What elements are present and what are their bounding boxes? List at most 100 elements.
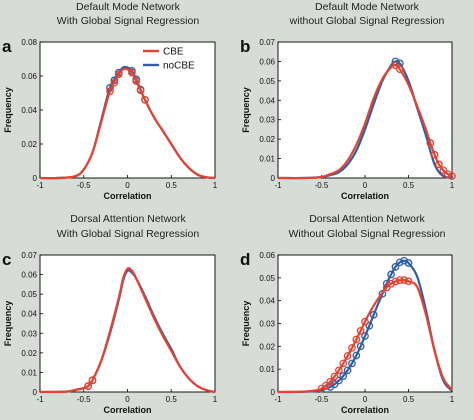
- data-point-marker: [88, 376, 97, 385]
- x-axis-label: Correlation: [103, 191, 151, 201]
- y-tick-label: 0.07: [21, 251, 37, 260]
- y-tick-label: 0.05: [259, 274, 275, 283]
- data-point-marker: [400, 276, 408, 284]
- data-point-marker: [404, 277, 413, 286]
- x-tick-label: -0.5: [77, 181, 91, 190]
- x-tick-label: 1: [213, 395, 218, 404]
- panel-d: Dorsal Attention Network Without Global S…: [240, 213, 455, 415]
- data-point-marker: [365, 321, 374, 330]
- x-tick-label: 0.5: [403, 395, 415, 404]
- data-point-marker: [343, 366, 352, 375]
- data-point-marker: [387, 279, 395, 288]
- data-point-marker: [114, 70, 123, 79]
- y-tick-label: 0.03: [259, 116, 275, 125]
- data-point-marker: [343, 352, 352, 360]
- data-point-marker: [128, 68, 136, 77]
- y-tick-label: 0.01: [21, 368, 37, 377]
- panel-title-line: Default Mode Network: [76, 1, 181, 13]
- panel-title-line: Dorsal Attention Network: [309, 213, 425, 225]
- data-point-marker: [404, 259, 413, 267]
- x-tick-label: -0.5: [77, 395, 91, 404]
- legend-label: CBE: [163, 47, 184, 58]
- panel-letter: a: [2, 37, 12, 56]
- data-point-marker: [352, 351, 361, 360]
- series-line: [277, 278, 453, 394]
- data-point-marker: [400, 256, 408, 265]
- y-tick-label: 0: [33, 388, 38, 397]
- y-tick-label: 0.06: [21, 72, 37, 81]
- y-tick-label: 0.03: [259, 320, 275, 329]
- data-point-marker: [391, 277, 400, 286]
- y-tick-label: 0.06: [21, 271, 37, 280]
- y-axis-label: Frequency: [3, 87, 13, 133]
- data-point-marker: [439, 166, 448, 175]
- y-tick-label: 0.02: [21, 140, 37, 149]
- data-point-marker: [132, 77, 141, 85]
- y-tick-label: 0.02: [259, 342, 275, 351]
- legend-label: noCBE: [163, 61, 195, 72]
- x-tick-label: -1: [36, 181, 44, 190]
- data-point-marker: [426, 139, 435, 147]
- data-point-marker: [448, 172, 456, 180]
- data-point-marker: [339, 372, 348, 380]
- data-point-marker: [136, 86, 145, 95]
- series-line: [277, 64, 453, 180]
- panel-c: Dorsal Attention Network With Global Sign…: [2, 213, 218, 415]
- y-tick-label: 0.06: [259, 251, 275, 260]
- panel-title-line: Without Global Signal Regression: [289, 228, 446, 240]
- data-point-marker: [335, 376, 343, 385]
- series-cbe: [277, 61, 456, 180]
- series-line: [39, 67, 216, 180]
- y-tick-label: 0: [271, 174, 276, 183]
- y-axis-label: Frequency: [3, 301, 13, 347]
- x-tick-label: 0.5: [166, 395, 178, 404]
- x-tick-label: 0.5: [403, 181, 415, 190]
- panel-title-line: Default Mode Network: [315, 1, 420, 13]
- data-point-marker: [348, 359, 356, 368]
- y-tick-label: 0.02: [21, 349, 37, 358]
- plot-area: [39, 41, 216, 179]
- x-tick-label: 1: [450, 181, 455, 190]
- data-point-marker: [106, 87, 114, 96]
- panel-title-line: without Global Signal Regression: [289, 15, 445, 27]
- plot-area: [39, 254, 216, 393]
- data-point-marker: [339, 359, 348, 368]
- y-axis-label: Frequency: [241, 301, 251, 347]
- data-point-marker: [361, 317, 369, 326]
- y-tick-label: 0: [271, 388, 276, 397]
- series-line: [39, 267, 216, 394]
- x-axis-label: Correlation: [341, 405, 389, 415]
- data-point-marker: [84, 382, 92, 390]
- y-axis-label: Frequency: [241, 87, 251, 133]
- panel-letter: d: [240, 250, 250, 269]
- x-tick-label: 0: [363, 395, 368, 404]
- y-tick-label: 0.04: [259, 297, 275, 306]
- data-point-marker: [330, 372, 339, 381]
- series-cbe: [39, 267, 216, 394]
- data-point-marker: [326, 377, 335, 386]
- panel-letter: c: [2, 250, 11, 269]
- data-point-marker: [391, 263, 400, 271]
- x-tick-label: -0.5: [315, 181, 329, 190]
- y-tick-label: 0.04: [21, 310, 37, 319]
- y-tick-label: 0.03: [21, 329, 37, 338]
- data-point-marker: [321, 381, 330, 390]
- data-point-marker: [335, 366, 343, 375]
- panel-b: Default Mode Network without Global Signa…: [240, 1, 456, 201]
- x-tick-label: 1: [213, 181, 218, 190]
- x-axis-label: Correlation: [103, 405, 151, 415]
- series-cbe: [277, 276, 453, 394]
- data-point-marker: [391, 61, 400, 70]
- y-tick-label: 0.05: [21, 290, 37, 299]
- y-tick-label: 0.05: [259, 77, 275, 86]
- data-point-marker: [356, 326, 365, 335]
- data-point-marker: [395, 276, 404, 284]
- y-tick-label: 0.08: [21, 38, 37, 47]
- data-point-marker: [361, 332, 369, 340]
- series-cbe: [39, 67, 216, 180]
- x-axis-label: Correlation: [341, 191, 389, 201]
- x-tick-label: 0.5: [166, 181, 178, 190]
- data-point-marker: [110, 78, 119, 87]
- plot-area: [277, 41, 453, 179]
- y-tick-label: 0.01: [259, 365, 275, 374]
